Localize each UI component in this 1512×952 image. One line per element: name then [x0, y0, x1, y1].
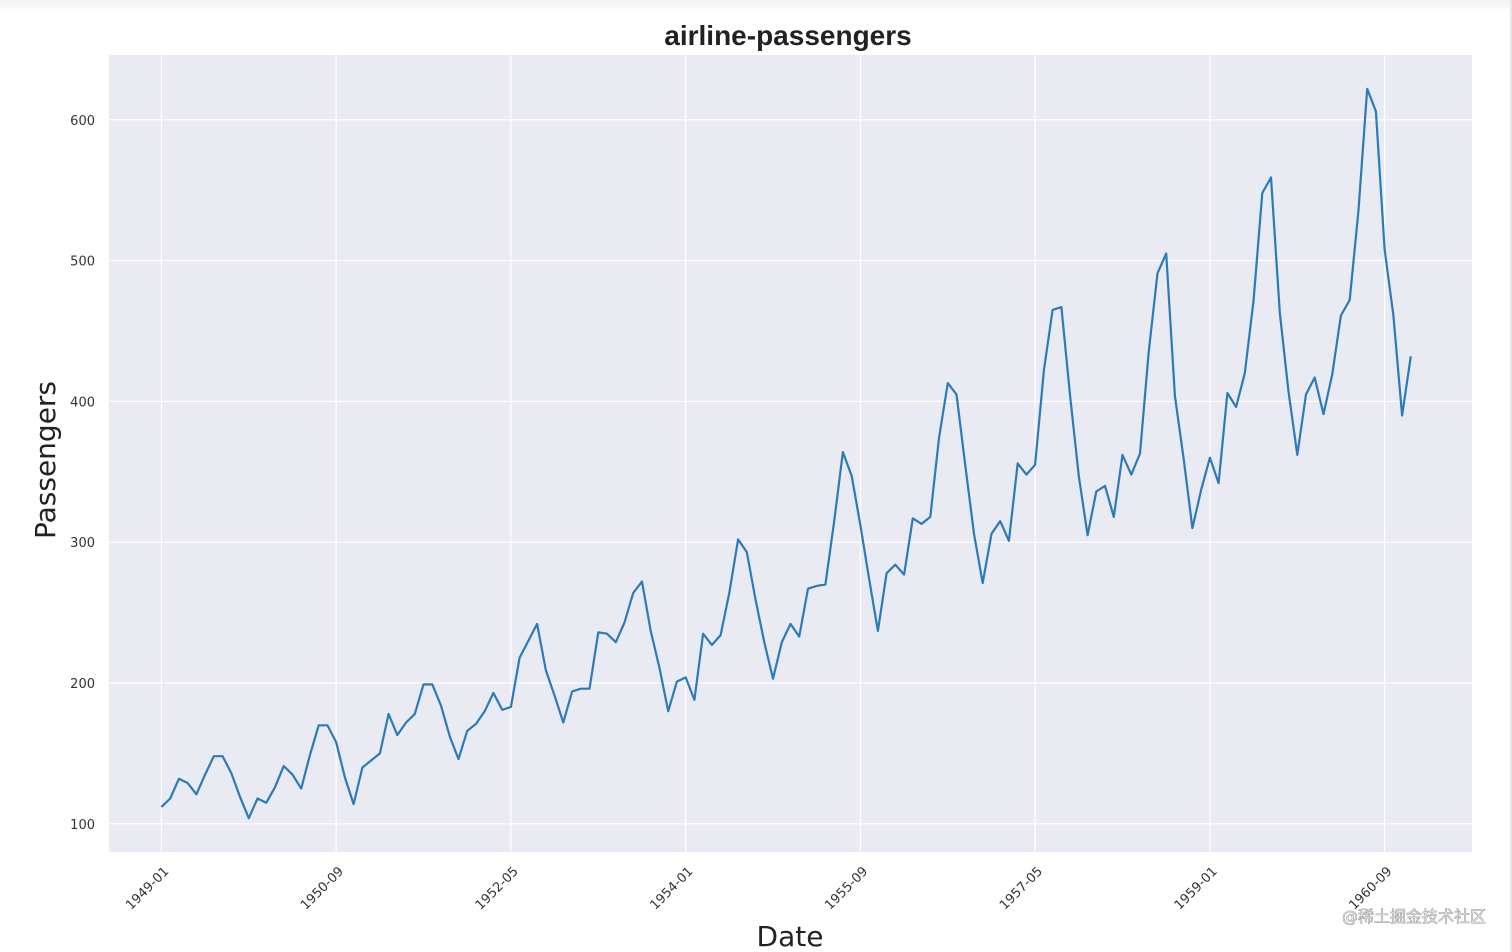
y-tick-label: 100 [70, 818, 95, 833]
watermark-text: @稀土掘金技术社区 [1342, 907, 1486, 926]
x-tick-label: 1949-01 [123, 864, 172, 913]
x-tick-label: 1950-09 [298, 864, 347, 913]
x-tick-label: 1955-09 [822, 864, 871, 913]
y-axis-label: Passengers [29, 381, 62, 539]
y-tick-label: 400 [70, 395, 95, 410]
x-tick-label: 1960-09 [1346, 864, 1395, 913]
x-tick-label: 1957-05 [997, 864, 1046, 913]
x-tick-label: 1954-01 [647, 864, 696, 913]
plot-area [109, 55, 1472, 852]
y-tick-label: 200 [70, 677, 95, 692]
x-tick-label: 1952-05 [473, 864, 522, 913]
x-tick-label: 1959-01 [1172, 864, 1221, 913]
window-top-bar [0, 0, 1512, 14]
y-tick-label: 500 [70, 255, 95, 270]
y-tick-label: 600 [70, 114, 95, 129]
chart-title: airline-passengers [664, 20, 911, 51]
series-line-passengers [160, 87, 1412, 820]
x-axis-label: Date [757, 920, 824, 952]
window-right-edge [1510, 0, 1512, 952]
y-tick-label: 300 [70, 536, 95, 551]
